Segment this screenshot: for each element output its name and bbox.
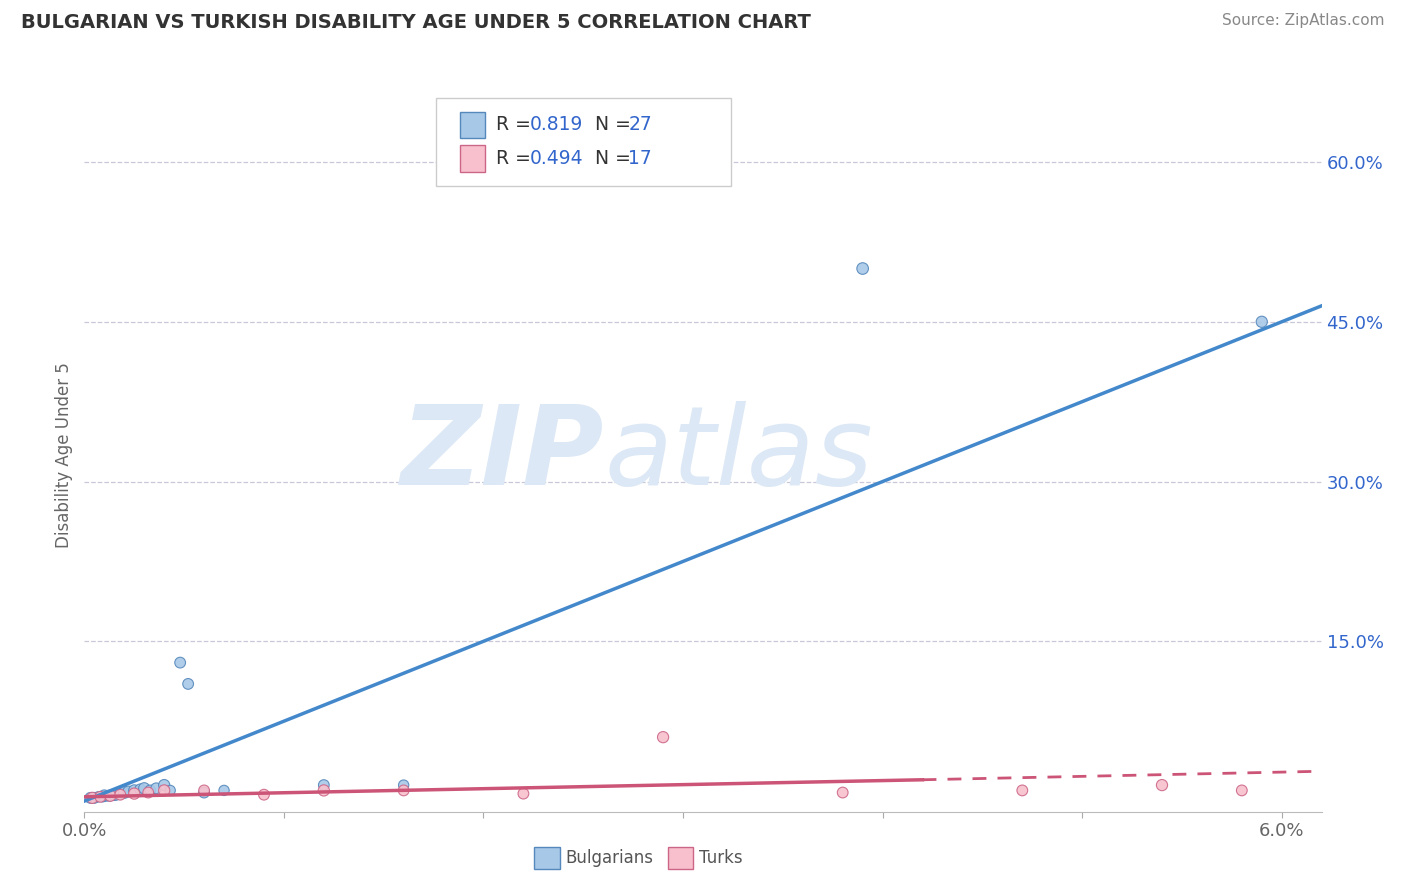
Point — [1250, 315, 1272, 329]
Point — [831, 786, 853, 800]
Text: atlas: atlas — [605, 401, 873, 508]
Point — [105, 788, 128, 802]
Point — [512, 787, 534, 801]
Point — [79, 790, 101, 805]
Point — [1230, 783, 1253, 797]
Text: ZIP: ZIP — [401, 401, 605, 508]
Point — [89, 789, 111, 804]
Point — [98, 789, 121, 803]
Point — [153, 783, 176, 797]
Text: N =: N = — [595, 115, 637, 135]
Point — [193, 783, 215, 797]
Point — [253, 788, 276, 802]
Y-axis label: Disability Age Under 5: Disability Age Under 5 — [55, 362, 73, 548]
Text: 0.494: 0.494 — [530, 149, 583, 169]
Text: 27: 27 — [628, 115, 652, 135]
Text: R =: R = — [496, 149, 537, 169]
Point — [392, 783, 415, 797]
Point — [312, 783, 335, 797]
Point — [177, 677, 200, 691]
Text: R =: R = — [496, 115, 537, 135]
Text: BULGARIAN VS TURKISH DISABILITY AGE UNDER 5 CORRELATION CHART: BULGARIAN VS TURKISH DISABILITY AGE UNDE… — [21, 13, 811, 32]
Text: Source: ZipAtlas.com: Source: ZipAtlas.com — [1222, 13, 1385, 29]
Point — [852, 261, 875, 276]
Text: N =: N = — [595, 149, 637, 169]
Point — [139, 783, 162, 797]
Point — [110, 787, 132, 801]
Point — [134, 781, 156, 796]
Point — [83, 790, 105, 805]
Point — [110, 788, 132, 802]
Point — [193, 786, 215, 800]
Point — [93, 789, 115, 803]
Point — [212, 783, 235, 797]
Text: Bulgarians: Bulgarians — [565, 849, 654, 867]
Point — [129, 782, 152, 797]
Point — [87, 789, 110, 804]
Point — [392, 778, 415, 792]
Point — [103, 788, 125, 802]
Point — [122, 787, 145, 801]
Text: 0.819: 0.819 — [530, 115, 583, 135]
Point — [159, 783, 181, 797]
Point — [122, 783, 145, 797]
Point — [97, 789, 120, 803]
Point — [312, 778, 335, 792]
Point — [169, 656, 191, 670]
Point — [82, 790, 104, 805]
Point — [153, 778, 176, 792]
Point — [91, 789, 114, 804]
Point — [98, 789, 121, 803]
Point — [112, 786, 135, 800]
Point — [1011, 783, 1033, 797]
Point — [145, 781, 167, 796]
Text: 17: 17 — [628, 149, 652, 169]
Point — [136, 786, 159, 800]
Point — [652, 730, 675, 744]
Text: Turks: Turks — [699, 849, 742, 867]
Point — [1150, 778, 1173, 792]
Point — [117, 784, 139, 798]
